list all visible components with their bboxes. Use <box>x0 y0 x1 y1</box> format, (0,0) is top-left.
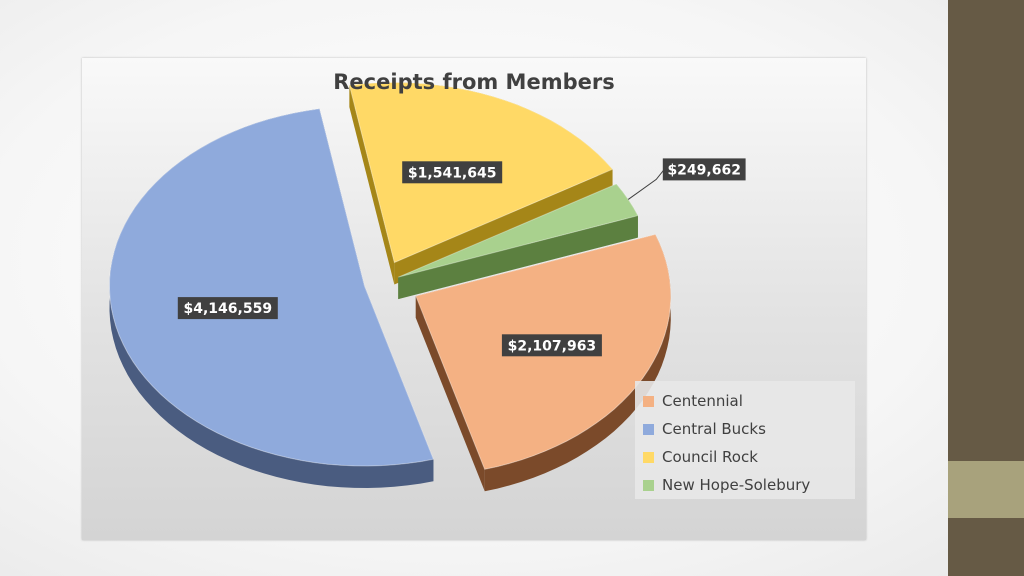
data-label-box-central-bucks <box>177 297 278 320</box>
data-label-new-hope-solebury: $249,662 <box>667 162 741 178</box>
data-label-box-new-hope-solebury <box>662 158 746 181</box>
data-label-central-bucks: $4,146,559 <box>184 301 273 317</box>
chart-legend: Centennial Central Bucks Council Rock Ne… <box>635 381 855 499</box>
data-label-box-council-rock <box>402 161 503 184</box>
leader-line-new-hope-solebury <box>627 169 665 200</box>
legend-label-new-hope-solebury: New Hope-Solebury <box>662 476 811 494</box>
slice-edge-council-rock-0 <box>349 85 395 285</box>
pie-slice-central-bucks <box>108 108 435 467</box>
legend-item-council-rock: Council Rock <box>643 443 855 471</box>
chart-area: $2,107,963 $4,146,559 $1,541,645 $249,662 R… <box>82 58 866 540</box>
chart-title: Receipts from Members <box>333 70 615 94</box>
legend-item-new-hope-solebury: New Hope-Solebury <box>643 471 855 499</box>
pie-slice-new-hope-solebury <box>398 183 639 278</box>
legend-label-centennial: Centennial <box>662 392 743 410</box>
legend-label-council-rock: Council Rock <box>662 448 758 466</box>
data-label-centennial: $2,107,963 <box>508 338 597 354</box>
slice-side-centennial <box>484 234 671 492</box>
slice-edge-centennial-1 <box>415 296 485 492</box>
data-label-council-rock: $1,541,645 <box>408 165 497 181</box>
legend-swatch-centennial <box>643 395 654 407</box>
slide-side-accent <box>948 461 1024 518</box>
legend-item-centennial: Centennial <box>643 387 855 415</box>
legend-swatch-central-bucks <box>643 423 654 435</box>
legend-item-central-bucks: Central Bucks <box>643 415 855 443</box>
slice-edge-new-hope-solebury-1 <box>398 215 638 300</box>
pie-chart-plot: $2,107,963 $4,146,559 $1,541,645 $249,662 <box>108 81 746 492</box>
legend-swatch-council-rock <box>643 451 654 463</box>
data-label-box-centennial <box>501 334 602 357</box>
legend-swatch-new-hope-solebury <box>643 479 654 491</box>
legend-label-central-bucks: Central Bucks <box>662 420 766 438</box>
